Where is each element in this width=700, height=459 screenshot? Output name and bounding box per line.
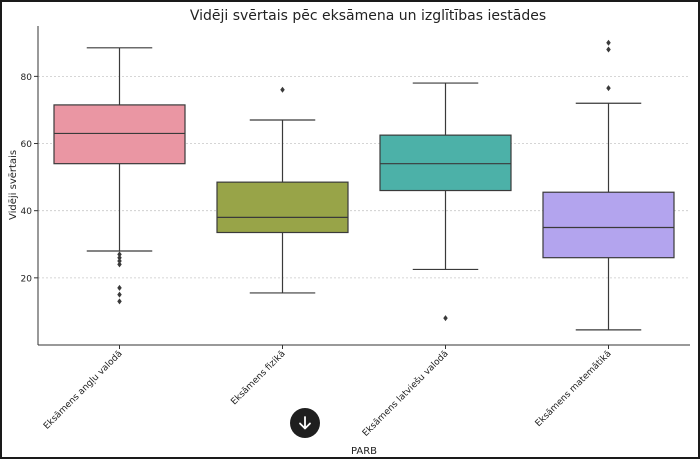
- box-3: [379, 82, 512, 322]
- x-tick-label: Eksāmens angļu valodā: [42, 349, 125, 432]
- outlier-point: [117, 284, 122, 291]
- scroll-down-button[interactable]: [290, 408, 320, 438]
- axes: [34, 26, 690, 349]
- outlier-point: [117, 261, 122, 268]
- y-tick-label: 40: [21, 207, 33, 217]
- chart-title: Vidēji svērtais pēc eksāmena un izglītīb…: [190, 8, 546, 24]
- y-tick-label: 60: [21, 140, 33, 150]
- iqr-box: [216, 181, 349, 234]
- box-4: [542, 39, 675, 331]
- outlier-point: [117, 254, 122, 261]
- y-tick-label: 20: [21, 274, 33, 284]
- y-axis-label: Vidēji svērtais: [8, 150, 19, 220]
- outlier-point: [117, 251, 122, 258]
- iqr-box: [542, 191, 675, 259]
- box-1: [53, 47, 186, 305]
- outlier-point: [606, 39, 611, 46]
- outlier-point: [117, 298, 122, 305]
- outlier-point: [606, 85, 611, 92]
- x-tick-label: Eksāmens fizikā: [229, 349, 287, 407]
- outlier-point: [280, 86, 285, 93]
- outlier-point: [117, 258, 122, 265]
- boxes: [53, 39, 675, 331]
- outlier-point: [117, 291, 122, 298]
- x-tick-label: Eksāmens latviešu valodā: [360, 348, 450, 438]
- iqr-box: [53, 104, 186, 165]
- box-2: [216, 86, 349, 294]
- x-tick-label: Eksāmens matemātikā: [534, 349, 614, 429]
- outlier-point: [443, 315, 448, 322]
- iqr-box: [379, 134, 512, 192]
- x-axis-label: PARB: [351, 446, 377, 457]
- arrow-down-icon: [299, 416, 311, 430]
- outlier-point: [606, 46, 611, 53]
- y-tick-label: 80: [21, 73, 33, 83]
